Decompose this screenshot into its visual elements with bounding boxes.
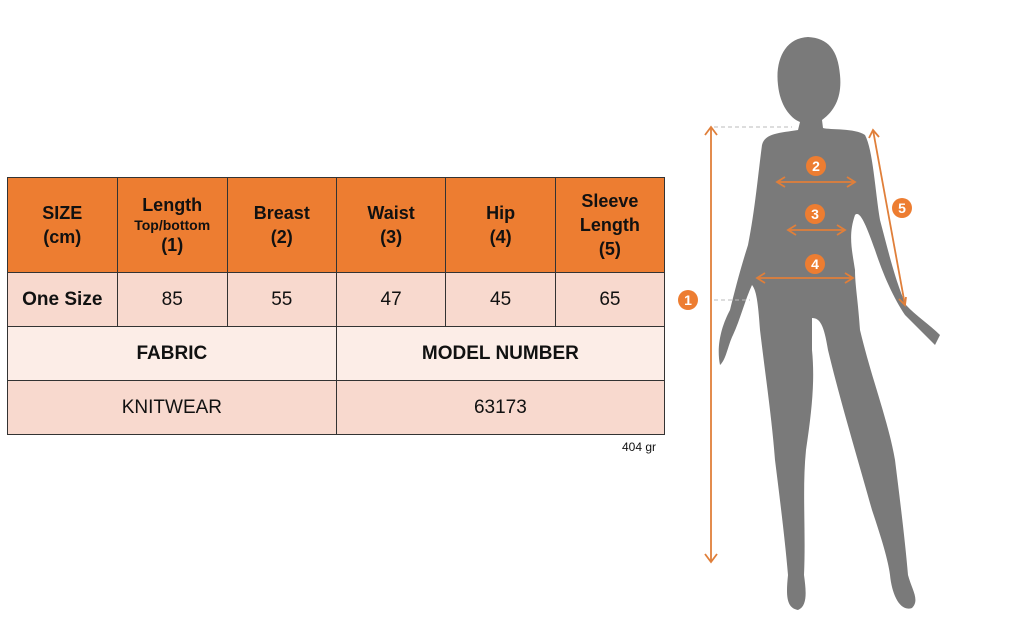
weight-label: 404 gr — [622, 440, 657, 454]
model-label: MODEL NUMBER — [335, 326, 666, 381]
marker-4: 4 — [811, 256, 819, 272]
header-sleeve: Sleeve Length (5) — [554, 177, 666, 273]
table-row: One Size 85 55 47 45 65 — [7, 272, 666, 327]
marker-badges: 1 2 3 4 5 — [678, 156, 912, 310]
header-breast: Breast (2) — [226, 177, 337, 273]
size-cell: One Size — [7, 272, 118, 327]
header-waist: Waist (3) — [335, 177, 447, 273]
length-cell: 85 — [116, 272, 228, 327]
marker-3: 3 — [811, 206, 819, 222]
fabric-label: FABRIC — [7, 326, 337, 381]
marker-2: 2 — [812, 158, 820, 174]
sleeve-cell: 65 — [554, 272, 666, 327]
waist-cell: 47 — [335, 272, 447, 327]
fabric-value: KNITWEAR — [7, 380, 337, 435]
hip-cell: 45 — [445, 272, 556, 327]
breast-cell: 55 — [226, 272, 337, 327]
header-size: SIZE (cm) — [7, 177, 118, 273]
model-value: 63173 — [335, 380, 666, 435]
marker-5: 5 — [898, 200, 906, 216]
marker-1: 1 — [684, 292, 692, 308]
header-hip: Hip (4) — [445, 177, 556, 273]
body-silhouette — [718, 37, 940, 610]
header-length: Length Top/bottom (1) — [116, 177, 228, 273]
size-table: SIZE (cm) Length Top/bottom (1) Breast (2) W… — [7, 177, 666, 435]
